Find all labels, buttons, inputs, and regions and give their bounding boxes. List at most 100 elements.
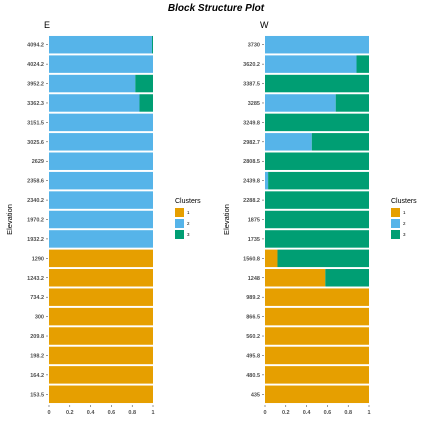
panel-e-bar-15-cluster-1 bbox=[49, 327, 153, 345]
panel-w-bar-6-cluster-3 bbox=[265, 152, 369, 170]
plot-title: Block Structure Plot bbox=[168, 3, 265, 14]
panel-e-ytick-label-3: 3362.3 bbox=[27, 101, 44, 107]
panel-w-bar-12-cluster-3 bbox=[325, 269, 369, 287]
panel-e-ytick-label-13: 734.2 bbox=[30, 295, 44, 301]
panel-e-ytick-label-17: 164.2 bbox=[30, 373, 44, 379]
panel-e-xtick-label-3: 0.6 bbox=[108, 410, 116, 416]
panel-e-xtick-label-0: 0 bbox=[47, 410, 50, 416]
panel-e-ytick-label-10: 1932.2 bbox=[27, 237, 44, 243]
panel-w-ytick-label-5: 2982.7 bbox=[243, 140, 260, 146]
panel-e-ytick-label-18: 153.5 bbox=[30, 392, 44, 398]
panel-e-bar-8-cluster-2 bbox=[49, 191, 153, 209]
panel-e-bar-14-cluster-1 bbox=[49, 307, 153, 326]
panel-e-ylabel: Elevation bbox=[5, 204, 14, 235]
panel-w-ytick-label-10: 1735 bbox=[248, 237, 260, 243]
panel-w-bar-2-cluster-3 bbox=[265, 74, 369, 93]
panel-w-legend-swatch-2 bbox=[391, 219, 400, 228]
panel-w-xtick-label-1: 0.2 bbox=[282, 410, 290, 416]
panel-w-xtick-label-3: 0.6 bbox=[324, 410, 332, 416]
panel-e-ytick-label-2: 3952.2 bbox=[27, 82, 44, 88]
panel-w-ytick-label-9: 1875 bbox=[248, 218, 260, 224]
panel-w-ytick-label-8: 2288.2 bbox=[243, 198, 260, 204]
panel-w-bar-5-cluster-2 bbox=[265, 133, 312, 151]
panel-w-title: W bbox=[260, 20, 269, 30]
panel-w-ytick-label-6: 2808.5 bbox=[243, 159, 260, 165]
panel-w-ytick-label-17: 480.5 bbox=[246, 373, 260, 379]
panel-w-bar-8-cluster-3 bbox=[265, 191, 369, 209]
panel-w-bar-3-cluster-2 bbox=[265, 94, 336, 112]
panel-w-bar-0-cluster-2 bbox=[265, 35, 369, 54]
panel-w-legend: Clusters 1 2 3 bbox=[391, 198, 417, 239]
panel-w-legend-title: Clusters bbox=[391, 198, 417, 205]
panel-w-legend-swatch-3 bbox=[391, 230, 400, 239]
panel-w-bar-12-cluster-1 bbox=[265, 269, 326, 287]
panel-w-bar-3-cluster-3 bbox=[335, 94, 369, 112]
panel-e-ytick-label-6: 2629 bbox=[32, 159, 44, 165]
panel-e-bar-3-cluster-2 bbox=[49, 94, 140, 112]
panel-e: E 4094.2 4024.2 3952.2 3362.3 3151.5 3025.6 262… bbox=[5, 20, 201, 416]
panel-e-legend-swatch-1 bbox=[175, 208, 184, 217]
panel-e-ytick-label-16: 198.2 bbox=[30, 353, 44, 359]
panel-w-bar-14-cluster-1 bbox=[265, 307, 369, 326]
panel-w-ytick-label-11: 1560.8 bbox=[243, 256, 260, 262]
panel-e-bar-4-cluster-2 bbox=[49, 113, 153, 132]
panel-e-legend-swatch-3 bbox=[175, 230, 184, 239]
panel-e-ytick-label-1: 4024.2 bbox=[27, 62, 44, 68]
panel-w-bar-10-cluster-3 bbox=[265, 230, 369, 248]
panel-w-bar-16-cluster-1 bbox=[265, 346, 369, 365]
panel-e-bar-0-cluster-3 bbox=[151, 35, 153, 54]
panel-w-legend-label-3: 3 bbox=[403, 232, 406, 237]
panel-w-bar-1-cluster-3 bbox=[356, 55, 369, 73]
panel-e-bar-7-cluster-2 bbox=[49, 171, 153, 190]
panel-e-bar-9-cluster-2 bbox=[49, 210, 153, 229]
panel-w-bar-17-cluster-1 bbox=[265, 366, 369, 384]
panel-w-legend-swatch-1 bbox=[391, 208, 400, 217]
panel-e-ytick-label-14: 300 bbox=[35, 315, 44, 321]
panel-w-xtick-label-4: 0.8 bbox=[344, 410, 352, 416]
panel-e-ytick-label-7: 2358.6 bbox=[27, 179, 44, 185]
panel-e-bar-13-cluster-1 bbox=[49, 288, 153, 306]
panel-w-bar-5-cluster-3 bbox=[311, 133, 369, 151]
panel-e-bar-1-cluster-2 bbox=[49, 55, 153, 73]
panel-e-ytick-label-12: 1243.2 bbox=[27, 276, 44, 282]
panel-e-title: E bbox=[44, 20, 50, 30]
panel-e-legend-swatch-2 bbox=[175, 219, 184, 228]
panel-w-bar-15-cluster-1 bbox=[265, 327, 369, 345]
panel-w-ytick-label-15: 560.2 bbox=[246, 334, 260, 340]
panel-e-xtick-label-5: 1 bbox=[151, 410, 154, 416]
panel-e-bar-12-cluster-1 bbox=[49, 269, 153, 287]
panel-e-bar-17-cluster-1 bbox=[49, 366, 153, 384]
panel-e-ytick-label-9: 1970.2 bbox=[27, 218, 44, 224]
panel-e-legend-label-2: 2 bbox=[187, 221, 190, 226]
panel-e-ytick-label-0: 4094.2 bbox=[27, 43, 44, 49]
panel-w-ytick-label-13: 989.2 bbox=[246, 295, 260, 301]
panel-w-ytick-label-7: 2439.8 bbox=[243, 179, 260, 185]
panel-e-ytick-label-8: 2340.2 bbox=[27, 198, 44, 204]
panel-w-bar-11-cluster-1 bbox=[265, 249, 278, 268]
panel-e-bar-18-cluster-1 bbox=[49, 385, 153, 404]
panel-w-ytick-label-1: 3620.2 bbox=[243, 62, 260, 68]
panel-e-legend-label-3: 3 bbox=[187, 232, 190, 237]
panel-w-ytick-label-3: 3285 bbox=[248, 101, 260, 107]
panel-e-xtick-label-1: 0.2 bbox=[66, 410, 74, 416]
panel-e-xtick-label-2: 0.4 bbox=[87, 410, 96, 416]
panel-e-legend: Clusters 1 2 3 bbox=[175, 198, 201, 239]
panel-e-legend-title: Clusters bbox=[175, 198, 201, 205]
panel-e-bar-3-cluster-3 bbox=[139, 94, 153, 112]
panel-w-ytick-label-2: 3387.5 bbox=[243, 82, 260, 88]
panel-w-bar-1-cluster-2 bbox=[265, 55, 357, 73]
panel-e-ytick-label-4: 3151.5 bbox=[27, 120, 44, 126]
panel-w-bar-9-cluster-3 bbox=[265, 210, 369, 229]
panel-w-bar-7-cluster-3 bbox=[268, 171, 369, 190]
panel-w-bar-7-cluster-2 bbox=[265, 171, 269, 190]
panel-w-ytick-label-14: 866.5 bbox=[246, 315, 260, 321]
panel-e-bar-11-cluster-1 bbox=[49, 249, 153, 268]
panel-e-ytick-label-15: 209.8 bbox=[30, 334, 44, 340]
panel-w-legend-label-2: 2 bbox=[403, 221, 406, 226]
panel-w-legend-label-1: 1 bbox=[403, 210, 406, 215]
panel-e-bar-16-cluster-1 bbox=[49, 346, 153, 365]
panel-w-bar-13-cluster-1 bbox=[265, 288, 369, 306]
panel-e-bar-0-cluster-2 bbox=[49, 35, 152, 54]
panel-e-legend-label-1: 1 bbox=[187, 210, 190, 215]
